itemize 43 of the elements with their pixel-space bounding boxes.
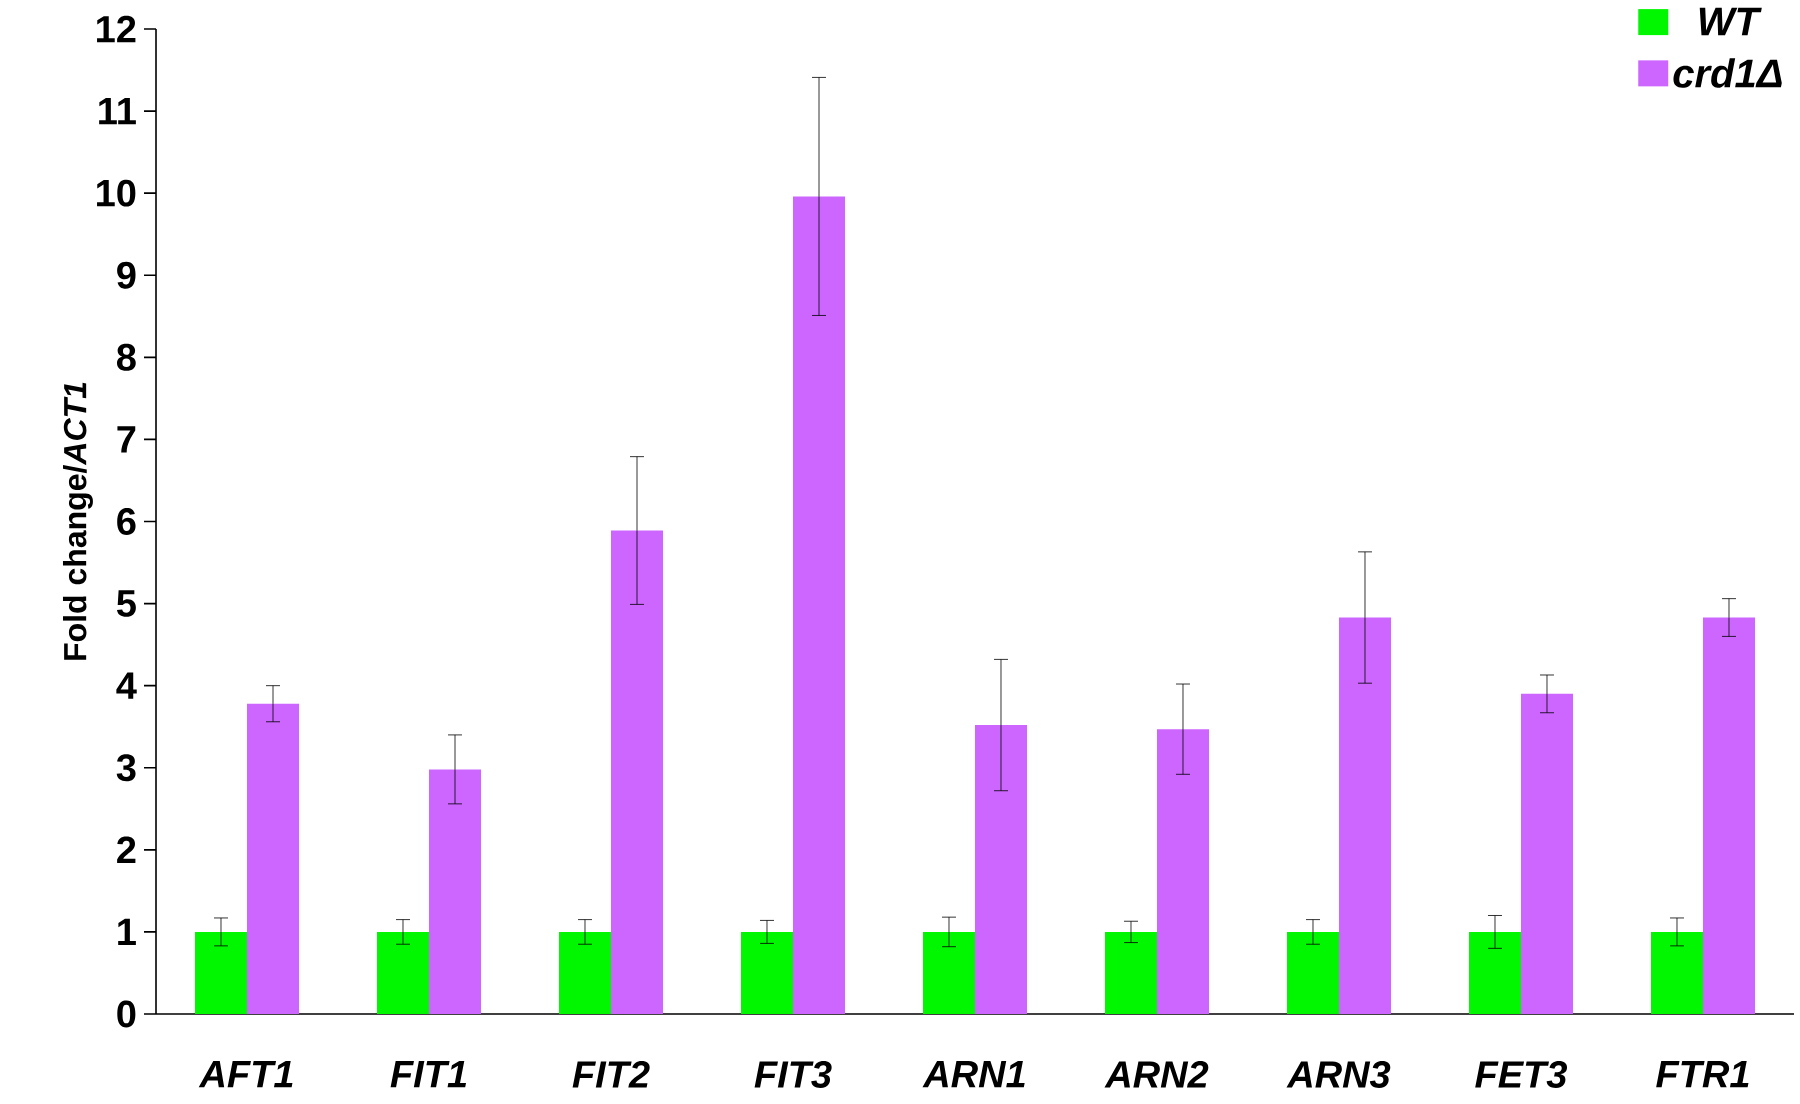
y-tick-label: 8 <box>116 343 136 371</box>
y-tick-label: 6 <box>117 508 136 535</box>
legend-label: WT <box>1699 7 1762 36</box>
bar <box>1105 931 1157 1014</box>
x-tick-label: FIT3 <box>754 1061 832 1088</box>
x-tick-label: AFT1 <box>198 1061 293 1088</box>
bar <box>1469 931 1521 1014</box>
x-tick-label: FET3 <box>1475 1061 1568 1088</box>
bar <box>429 769 481 1014</box>
x-tick-label: ARN1 <box>922 1061 1025 1088</box>
bar <box>377 931 429 1014</box>
y-tick-label: 3 <box>116 754 136 782</box>
bar <box>1339 617 1391 1014</box>
y-tick-label: 10 <box>97 179 136 207</box>
bar <box>741 931 793 1014</box>
x-tick-label: FTR1 <box>1656 1061 1749 1088</box>
y-tick-label: 4 <box>116 672 137 699</box>
x-tick-label: FIT1 <box>390 1061 467 1088</box>
bar <box>559 931 611 1014</box>
y-tick-label: 1 <box>118 918 136 945</box>
bar <box>923 931 975 1014</box>
x-tick-label: FIT2 <box>572 1061 650 1088</box>
y-tick-label: 5 <box>116 590 136 617</box>
y-tick-label: 12 <box>97 15 136 43</box>
y-tick-label: 0 <box>117 1000 136 1028</box>
x-tick-label: ARN2 <box>1104 1061 1209 1088</box>
bar <box>1651 931 1703 1014</box>
y-axis-title: Fold change/ACT1 <box>62 382 93 660</box>
y-tick-label: 7 <box>117 426 136 453</box>
y-tick-label: 2 <box>117 836 136 864</box>
y-tick-label: 11 <box>99 98 136 125</box>
y-tick-label: 9 <box>117 261 136 289</box>
bar <box>247 703 299 1014</box>
bar <box>1157 729 1209 1014</box>
bar <box>1703 617 1755 1014</box>
x-tick-label: ARN3 <box>1286 1061 1391 1088</box>
bar <box>611 530 663 1014</box>
bar <box>195 931 247 1014</box>
bar <box>793 196 845 1014</box>
bar <box>1287 931 1339 1014</box>
bar <box>1521 693 1573 1014</box>
bar <box>975 725 1027 1014</box>
legend-label: crd1Δ <box>1673 58 1782 88</box>
